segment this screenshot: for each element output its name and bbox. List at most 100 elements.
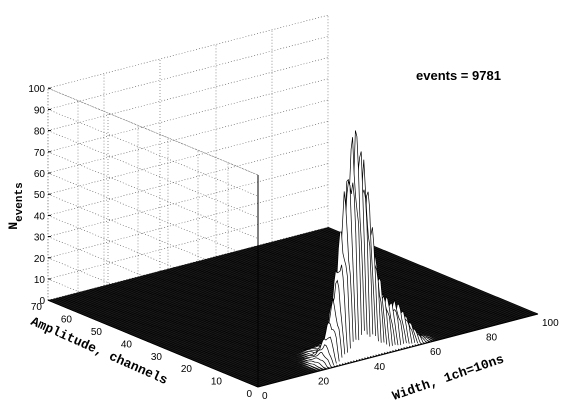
surface-line: [53, 298, 264, 386]
surface-line: [115, 282, 326, 370]
surface-line: [291, 236, 502, 324]
grid-line: [47, 130, 259, 218]
surface-line: [109, 283, 320, 372]
surface-line: [297, 234, 508, 323]
grid-line: [47, 172, 259, 261]
y-tick-label: 60: [61, 315, 73, 326]
surface-line: [134, 277, 346, 355]
y-tick-label: 30: [151, 352, 163, 363]
surface-line: [50, 299, 261, 387]
z-tick-label: 80: [34, 127, 46, 138]
surface-line: [98, 286, 309, 375]
grid-line: [47, 57, 329, 131]
surface-line: [288, 237, 499, 325]
surface-mesh: [47, 130, 539, 388]
grid-line: [47, 109, 259, 197]
surface-line: [112, 283, 323, 371]
y-tick-label: 20: [181, 364, 193, 375]
grid-line: [47, 205, 329, 280]
x-axis-line: [257, 313, 539, 388]
surface-line: [120, 280, 332, 367]
z-tick-label: 20: [34, 254, 46, 265]
surface-line: [140, 231, 351, 349]
z-tick-label: 60: [34, 169, 46, 180]
surface-line: [302, 233, 513, 321]
surface-line: [126, 279, 337, 364]
surface-line: [285, 237, 497, 326]
y-tick-label: 0: [246, 389, 252, 400]
z-tick-label: 40: [34, 211, 46, 222]
z-tick-label: 0: [39, 296, 45, 307]
surface-line: [280, 239, 491, 327]
surface-line: [61, 296, 273, 384]
surface-line: [106, 284, 317, 372]
surface-line: [103, 285, 315, 373]
y-tick-label: 40: [121, 339, 133, 350]
y-axis-line: [47, 299, 259, 388]
surface-line: [277, 240, 488, 328]
x-tick-labels: 0 20 40 60 80 100: [262, 318, 559, 402]
x-axis-label: Width, 1ch=10ns: [390, 351, 506, 403]
events-annotation: events = 9781: [416, 68, 501, 83]
surface-line: [95, 287, 306, 375]
z-tick-label: 100: [28, 84, 45, 95]
z-tick-label: 90: [34, 105, 46, 116]
grid-line: [47, 14, 329, 89]
surface-line: [75, 292, 287, 381]
y-tick-label: 50: [91, 327, 103, 338]
grid-line: [47, 78, 329, 153]
surface-line: [137, 264, 348, 353]
surface-line: [123, 280, 334, 365]
surface-line: [283, 238, 494, 327]
x-tick-label: 60: [430, 347, 442, 358]
x-tick-label: 20: [318, 376, 330, 387]
z-tick-label: 30: [34, 233, 46, 244]
surface-line: [117, 281, 329, 369]
z-tick-label: 10: [34, 275, 46, 286]
surface-line: [143, 191, 354, 348]
y-tick-label: 70: [31, 302, 43, 313]
grid-line: [47, 142, 329, 216]
x-tick-label: 80: [486, 333, 498, 344]
grid-line: [47, 87, 259, 176]
grid-line: [47, 163, 329, 237]
y-tick-label: 10: [211, 377, 223, 388]
surface-line: [84, 290, 295, 378]
axes: [47, 175, 539, 388]
surface-line: [92, 288, 303, 376]
surface-line: [87, 289, 298, 378]
surface-line: [78, 291, 289, 380]
x-tick-label: 0: [262, 391, 268, 402]
z-tick-label: 50: [34, 190, 46, 201]
surface-line: [101, 286, 312, 374]
z-axis-label: Nevents: [6, 182, 26, 229]
grid-line: [47, 184, 329, 259]
grid-line: [47, 120, 329, 195]
surface-line: [299, 234, 511, 322]
grid-line: [47, 36, 329, 110]
surface-line: [129, 278, 340, 362]
surface-line: [59, 296, 270, 385]
surface-line: [294, 235, 505, 324]
grid-line: [47, 151, 259, 239]
svg-text:Nevents: Nevents: [6, 182, 26, 229]
surface-line: [131, 277, 343, 358]
z-tick-labels: 0 10 20 30 40 50 60 70 80 90 100: [28, 84, 51, 307]
surface-line: [67, 294, 278, 383]
grid-line: [47, 99, 329, 174]
x-tick-label: 40: [374, 362, 386, 373]
y-tick-labels: 0 10 20 30 40 50 60 70: [31, 302, 253, 400]
surface-line: [64, 295, 275, 383]
surface-line: [73, 293, 284, 381]
z-axis-label-sub: events: [14, 182, 26, 222]
surface-line: [89, 288, 301, 377]
surface-line: [70, 294, 281, 382]
z-tick-label: 70: [34, 148, 46, 159]
grid-line: [47, 87, 259, 176]
x-tick-label: 100: [542, 318, 559, 329]
z-axis-label-main: N: [6, 222, 21, 230]
surface-line: [56, 297, 267, 386]
surface-line: [81, 291, 292, 379]
